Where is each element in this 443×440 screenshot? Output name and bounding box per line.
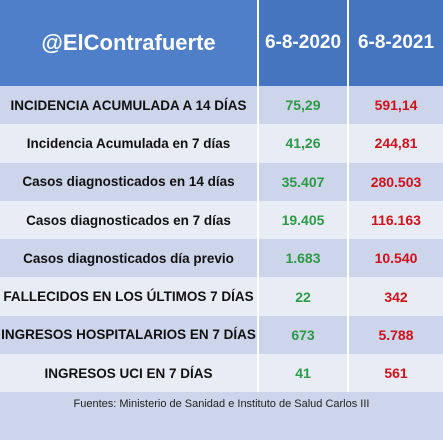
value-2020: 673 xyxy=(291,326,315,343)
value-2021: 591,14 xyxy=(374,97,418,114)
table-row: Casos diagnosticados en 14 días 35.407 2… xyxy=(0,162,443,201)
row-label: INGRESOS UCI EN 7 DÍAS xyxy=(44,365,213,381)
row-label: INGRESOS HOSPITALARIOS EN 7 DÍAS xyxy=(1,327,256,343)
row-label: Casos diagnosticados en 7 días xyxy=(26,212,231,228)
row-label: Incidencia Acumulada en 7 días xyxy=(26,135,231,151)
table-row: Casos diagnosticados día previo 1.683 10… xyxy=(0,239,443,278)
row-label: FALLECIDOS EN LOS ÚLTIMOS 7 DÍAS xyxy=(3,289,254,305)
column-divider xyxy=(347,86,349,392)
brand-handle: @ElContrafuerte xyxy=(0,0,257,86)
value-2021: 116.163 xyxy=(371,212,421,229)
value-2020: 75,29 xyxy=(285,97,321,114)
table-header: @ElContrafuerte 6-8-2020 6-8-2021 xyxy=(0,0,443,86)
table-row: FALLECIDOS EN LOS ÚLTIMOS 7 DÍAS 22 342 xyxy=(0,277,443,316)
value-2020: 35.407 xyxy=(281,173,325,190)
table-body: INCIDENCIA ACUMULADA A 14 DÍAS 75,29 591… xyxy=(0,86,443,393)
table-row: INGRESOS UCI EN 7 DÍAS 41 561 xyxy=(0,354,443,393)
value-2021: 280.503 xyxy=(370,173,422,190)
column-header-2020: 6-8-2020 xyxy=(259,0,347,86)
value-2021: 10.540 xyxy=(374,250,418,267)
table-footer: Fuentes: Ministerio de Sanidad e Institu… xyxy=(0,392,443,440)
sources-note: Fuentes: Ministerio de Sanidad e Institu… xyxy=(73,398,370,410)
value-2021: 5.788 xyxy=(378,326,414,343)
value-2021: 561 xyxy=(384,365,408,382)
table-row: Incidencia Acumulada en 7 días 41,26 244… xyxy=(0,124,443,163)
value-2021: 342 xyxy=(384,288,408,305)
value-2021: 244,81 xyxy=(374,135,418,152)
column-divider xyxy=(257,86,259,392)
value-2020: 41 xyxy=(295,365,311,382)
value-2020: 19.405 xyxy=(281,212,325,229)
row-label: Casos diagnosticados día previo xyxy=(23,250,234,266)
table-row: INCIDENCIA ACUMULADA A 14 DÍAS 75,29 591… xyxy=(0,86,443,125)
value-2020: 1.683 xyxy=(285,250,321,267)
table-row: INGRESOS HOSPITALARIOS EN 7 DÍAS 673 5.7… xyxy=(0,315,443,355)
table-row: Casos diagnosticados en 7 días 19.405 11… xyxy=(0,200,443,240)
column-header-2021: 6-8-2021 xyxy=(349,0,443,86)
value-2020: 41,26 xyxy=(285,135,321,152)
row-label: Casos diagnosticados en 14 días xyxy=(22,174,235,190)
value-2020: 22 xyxy=(295,288,311,305)
row-label: INCIDENCIA ACUMULADA A 14 DÍAS xyxy=(10,97,247,113)
